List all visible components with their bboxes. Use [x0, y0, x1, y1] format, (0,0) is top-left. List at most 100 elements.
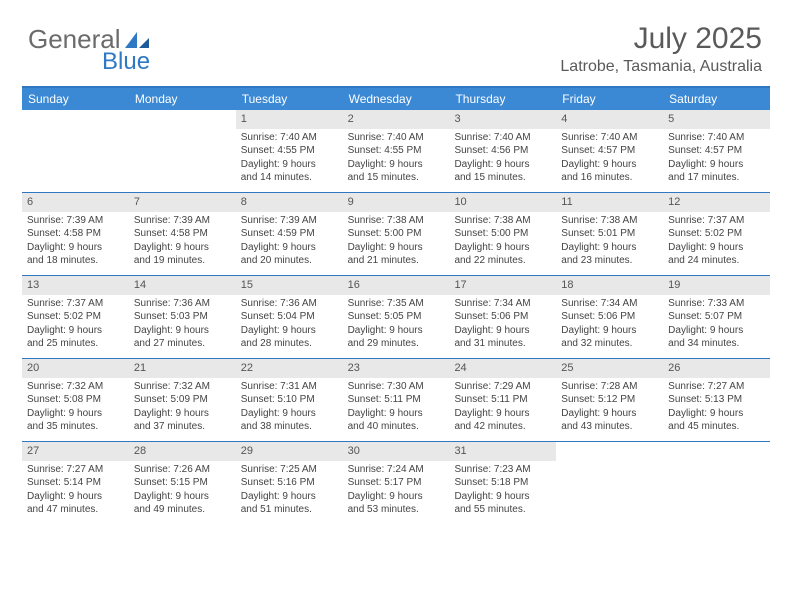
day-number: 18	[556, 276, 663, 295]
day-number: 4	[556, 110, 663, 129]
day-body: Sunrise: 7:40 AMSunset: 4:56 PMDaylight:…	[449, 129, 556, 191]
sunrise-line: Sunrise: 7:29 AM	[454, 380, 551, 394]
day-header-wed: Wednesday	[343, 88, 450, 110]
day-number: 31	[449, 442, 556, 461]
day-body: Sunrise: 7:33 AMSunset: 5:07 PMDaylight:…	[663, 295, 770, 357]
day-body: Sunrise: 7:38 AMSunset: 5:01 PMDaylight:…	[556, 212, 663, 274]
day-cell: 20Sunrise: 7:32 AMSunset: 5:08 PMDayligh…	[22, 359, 129, 441]
daylight-line-2: and 51 minutes.	[241, 503, 338, 517]
logo: General Blue	[28, 24, 151, 55]
daylight-line-1: Daylight: 9 hours	[348, 158, 445, 172]
day-cell	[129, 110, 236, 192]
daylight-line-2: and 15 minutes.	[348, 171, 445, 185]
day-body: Sunrise: 7:31 AMSunset: 5:10 PMDaylight:…	[236, 378, 343, 440]
sunset-line: Sunset: 4:55 PM	[348, 144, 445, 158]
sail-icon	[123, 26, 151, 46]
day-body: Sunrise: 7:32 AMSunset: 5:08 PMDaylight:…	[22, 378, 129, 440]
day-body: Sunrise: 7:24 AMSunset: 5:17 PMDaylight:…	[343, 461, 450, 523]
day-number: 13	[22, 276, 129, 295]
daylight-line-1: Daylight: 9 hours	[454, 158, 551, 172]
daylight-line-2: and 32 minutes.	[561, 337, 658, 351]
daylight-line-2: and 29 minutes.	[348, 337, 445, 351]
day-cell: 13Sunrise: 7:37 AMSunset: 5:02 PMDayligh…	[22, 276, 129, 358]
daylight-line-2: and 43 minutes.	[561, 420, 658, 434]
day-header-fri: Friday	[556, 88, 663, 110]
day-cell: 28Sunrise: 7:26 AMSunset: 5:15 PMDayligh…	[129, 442, 236, 524]
daylight-line-1: Daylight: 9 hours	[454, 407, 551, 421]
daylight-line-1: Daylight: 9 hours	[348, 407, 445, 421]
day-cell: 23Sunrise: 7:30 AMSunset: 5:11 PMDayligh…	[343, 359, 450, 441]
daylight-line-1: Daylight: 9 hours	[134, 324, 231, 338]
sunrise-line: Sunrise: 7:40 AM	[241, 131, 338, 145]
day-body: Sunrise: 7:29 AMSunset: 5:11 PMDaylight:…	[449, 378, 556, 440]
day-body: Sunrise: 7:23 AMSunset: 5:18 PMDaylight:…	[449, 461, 556, 523]
sunset-line: Sunset: 5:09 PM	[134, 393, 231, 407]
daylight-line-1: Daylight: 9 hours	[134, 490, 231, 504]
day-cell: 25Sunrise: 7:28 AMSunset: 5:12 PMDayligh…	[556, 359, 663, 441]
day-body: Sunrise: 7:40 AMSunset: 4:55 PMDaylight:…	[236, 129, 343, 191]
sunset-line: Sunset: 4:56 PM	[454, 144, 551, 158]
daylight-line-2: and 35 minutes.	[27, 420, 124, 434]
day-number: 11	[556, 193, 663, 212]
day-cell	[663, 442, 770, 524]
daylight-line-1: Daylight: 9 hours	[668, 241, 765, 255]
sunset-line: Sunset: 5:06 PM	[454, 310, 551, 324]
day-number: 9	[343, 193, 450, 212]
day-header-sun: Sunday	[22, 88, 129, 110]
daylight-line-1: Daylight: 9 hours	[27, 241, 124, 255]
daylight-line-2: and 19 minutes.	[134, 254, 231, 268]
sunrise-line: Sunrise: 7:34 AM	[454, 297, 551, 311]
sunrise-line: Sunrise: 7:26 AM	[134, 463, 231, 477]
sunset-line: Sunset: 5:02 PM	[27, 310, 124, 324]
daylight-line-2: and 49 minutes.	[134, 503, 231, 517]
sunset-line: Sunset: 5:04 PM	[241, 310, 338, 324]
day-number: 23	[343, 359, 450, 378]
day-cell: 27Sunrise: 7:27 AMSunset: 5:14 PMDayligh…	[22, 442, 129, 524]
sunrise-line: Sunrise: 7:36 AM	[134, 297, 231, 311]
daylight-line-2: and 28 minutes.	[241, 337, 338, 351]
day-cell: 12Sunrise: 7:37 AMSunset: 5:02 PMDayligh…	[663, 193, 770, 275]
sunset-line: Sunset: 5:00 PM	[454, 227, 551, 241]
daylight-line-2: and 14 minutes.	[241, 171, 338, 185]
day-cell: 3Sunrise: 7:40 AMSunset: 4:56 PMDaylight…	[449, 110, 556, 192]
day-body: Sunrise: 7:26 AMSunset: 5:15 PMDaylight:…	[129, 461, 236, 523]
sunset-line: Sunset: 5:07 PM	[668, 310, 765, 324]
day-number: 3	[449, 110, 556, 129]
sunset-line: Sunset: 5:11 PM	[348, 393, 445, 407]
daylight-line-1: Daylight: 9 hours	[241, 324, 338, 338]
sunrise-line: Sunrise: 7:27 AM	[668, 380, 765, 394]
sunrise-line: Sunrise: 7:33 AM	[668, 297, 765, 311]
month-title: July 2025	[560, 22, 762, 56]
day-body: Sunrise: 7:40 AMSunset: 4:57 PMDaylight:…	[663, 129, 770, 191]
day-cell: 9Sunrise: 7:38 AMSunset: 5:00 PMDaylight…	[343, 193, 450, 275]
daylight-line-2: and 27 minutes.	[134, 337, 231, 351]
sunset-line: Sunset: 4:57 PM	[668, 144, 765, 158]
day-number: 29	[236, 442, 343, 461]
sunrise-line: Sunrise: 7:32 AM	[134, 380, 231, 394]
day-body: Sunrise: 7:32 AMSunset: 5:09 PMDaylight:…	[129, 378, 236, 440]
sunrise-line: Sunrise: 7:24 AM	[348, 463, 445, 477]
day-number: 24	[449, 359, 556, 378]
sunset-line: Sunset: 5:12 PM	[561, 393, 658, 407]
daylight-line-1: Daylight: 9 hours	[454, 241, 551, 255]
daylight-line-1: Daylight: 9 hours	[454, 490, 551, 504]
daylight-line-2: and 21 minutes.	[348, 254, 445, 268]
sunrise-line: Sunrise: 7:36 AM	[241, 297, 338, 311]
sunset-line: Sunset: 4:58 PM	[27, 227, 124, 241]
weeks-container: 1Sunrise: 7:40 AMSunset: 4:55 PMDaylight…	[22, 110, 770, 524]
day-number: 6	[22, 193, 129, 212]
day-body: Sunrise: 7:34 AMSunset: 5:06 PMDaylight:…	[556, 295, 663, 357]
day-body: Sunrise: 7:28 AMSunset: 5:12 PMDaylight:…	[556, 378, 663, 440]
day-body: Sunrise: 7:38 AMSunset: 5:00 PMDaylight:…	[449, 212, 556, 274]
day-cell: 8Sunrise: 7:39 AMSunset: 4:59 PMDaylight…	[236, 193, 343, 275]
day-body: Sunrise: 7:35 AMSunset: 5:05 PMDaylight:…	[343, 295, 450, 357]
day-cell: 17Sunrise: 7:34 AMSunset: 5:06 PMDayligh…	[449, 276, 556, 358]
sunset-line: Sunset: 4:55 PM	[241, 144, 338, 158]
day-number: 20	[22, 359, 129, 378]
day-cell: 26Sunrise: 7:27 AMSunset: 5:13 PMDayligh…	[663, 359, 770, 441]
day-cell: 22Sunrise: 7:31 AMSunset: 5:10 PMDayligh…	[236, 359, 343, 441]
sunrise-line: Sunrise: 7:38 AM	[561, 214, 658, 228]
day-number: 17	[449, 276, 556, 295]
sunset-line: Sunset: 5:16 PM	[241, 476, 338, 490]
header-right: July 2025 Latrobe, Tasmania, Australia	[560, 22, 762, 76]
